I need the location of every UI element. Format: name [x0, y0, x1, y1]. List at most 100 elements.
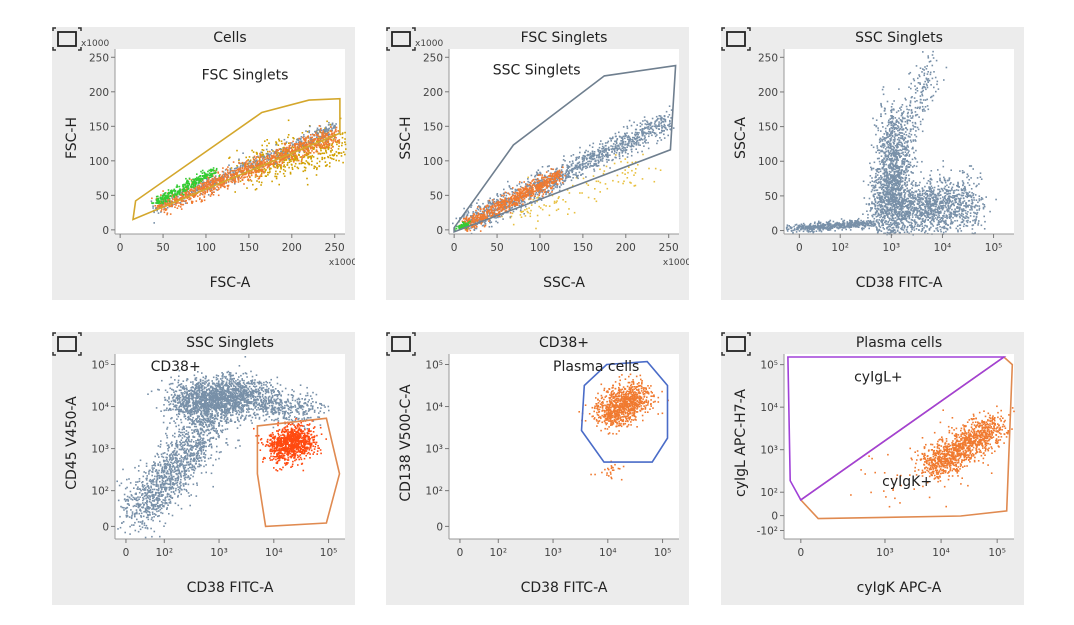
data-point: [627, 171, 629, 174]
data-point: [194, 188, 197, 190]
data-point: [626, 177, 629, 179]
data-point: [299, 150, 301, 152]
data-point: [579, 146, 581, 149]
data-point: [285, 141, 288, 143]
data-point: [234, 170, 236, 172]
data-point: [325, 152, 328, 154]
data-point: [567, 165, 569, 167]
data-point: [501, 200, 503, 203]
data-point: [501, 205, 503, 207]
data-point: [593, 152, 596, 155]
data-point: [179, 189, 182, 191]
data-point: [291, 145, 294, 148]
data-point: [231, 181, 233, 184]
data-point: [827, 225, 829, 227]
data-point: [318, 160, 321, 163]
data-point: [327, 135, 330, 137]
data-point: [254, 176, 257, 178]
data-point: [468, 217, 471, 219]
data-point: [207, 194, 210, 196]
data-point: [511, 200, 513, 202]
data-point: [494, 208, 496, 210]
data-point: [296, 139, 299, 141]
data-point: [550, 182, 553, 184]
data-point: [558, 185, 561, 188]
data-point: [320, 149, 322, 152]
gate-fsc-singlets[interactable]: [132, 97, 341, 221]
data-point: [200, 185, 203, 188]
data-point: [227, 184, 230, 187]
data-point: [316, 151, 319, 153]
data-point: [824, 227, 827, 229]
data-point: [221, 184, 224, 186]
data-point: [176, 192, 178, 195]
data-point: [520, 216, 523, 218]
data-point: [488, 215, 490, 217]
data-point: [332, 158, 335, 160]
data-point: [560, 184, 562, 186]
data-point: [191, 192, 194, 195]
data-point: [534, 190, 537, 192]
data-point: [581, 158, 584, 161]
data-point: [496, 193, 499, 195]
data-point: [578, 166, 580, 169]
data-point: [582, 157, 585, 159]
data-point: [250, 171, 253, 174]
data-point: [643, 116, 646, 118]
data-point: [624, 150, 627, 152]
data-point: [179, 194, 182, 196]
data-point: [249, 159, 252, 162]
data-point: [789, 226, 792, 228]
data-point: [160, 205, 163, 207]
data-point: [538, 190, 541, 192]
data-point: [537, 169, 540, 171]
data-point: [522, 195, 525, 197]
data-point: [545, 205, 547, 207]
data-point: [318, 135, 320, 138]
data-point: [615, 151, 618, 154]
data-point: [152, 207, 154, 209]
data-point: [324, 132, 326, 135]
data-point: [272, 165, 275, 167]
data-point: [228, 172, 230, 175]
data-point: [463, 221, 465, 224]
data-point: [500, 201, 502, 204]
data-point: [283, 148, 285, 150]
data-point: [537, 181, 540, 184]
data-point: [515, 197, 518, 199]
data-point: [620, 140, 622, 142]
data-point: [338, 145, 340, 148]
data-point: [829, 219, 832, 222]
data-point: [302, 154, 304, 157]
data-point: [570, 164, 573, 166]
data-point: [516, 202, 518, 204]
data-point: [318, 146, 321, 148]
data-point: [297, 139, 300, 141]
data-point: [241, 170, 243, 172]
data-point: [280, 148, 283, 151]
data-point: [270, 152, 273, 154]
data-point: [198, 180, 200, 183]
data-point: [473, 214, 476, 216]
frame-select-icon[interactable]: [52, 27, 82, 51]
frame-select-icon[interactable]: [386, 27, 416, 51]
data-point: [597, 160, 600, 163]
data-point: [192, 181, 194, 184]
data-point: [190, 188, 193, 191]
data-point: [263, 161, 265, 163]
data-point: [567, 173, 569, 175]
data-point: [206, 176, 208, 178]
data-point: [247, 167, 249, 169]
data-point: [648, 123, 650, 126]
data-point: [865, 220, 868, 223]
data-point: [264, 156, 266, 159]
data-point: [320, 129, 323, 132]
data-point: [802, 230, 805, 233]
data-point: [525, 186, 527, 188]
data-point: [470, 216, 472, 218]
gate-ssc-singlets[interactable]: [453, 64, 677, 234]
data-point: [644, 123, 647, 125]
data-point: [483, 206, 486, 209]
data-point: [328, 144, 331, 146]
data-point: [195, 182, 198, 185]
